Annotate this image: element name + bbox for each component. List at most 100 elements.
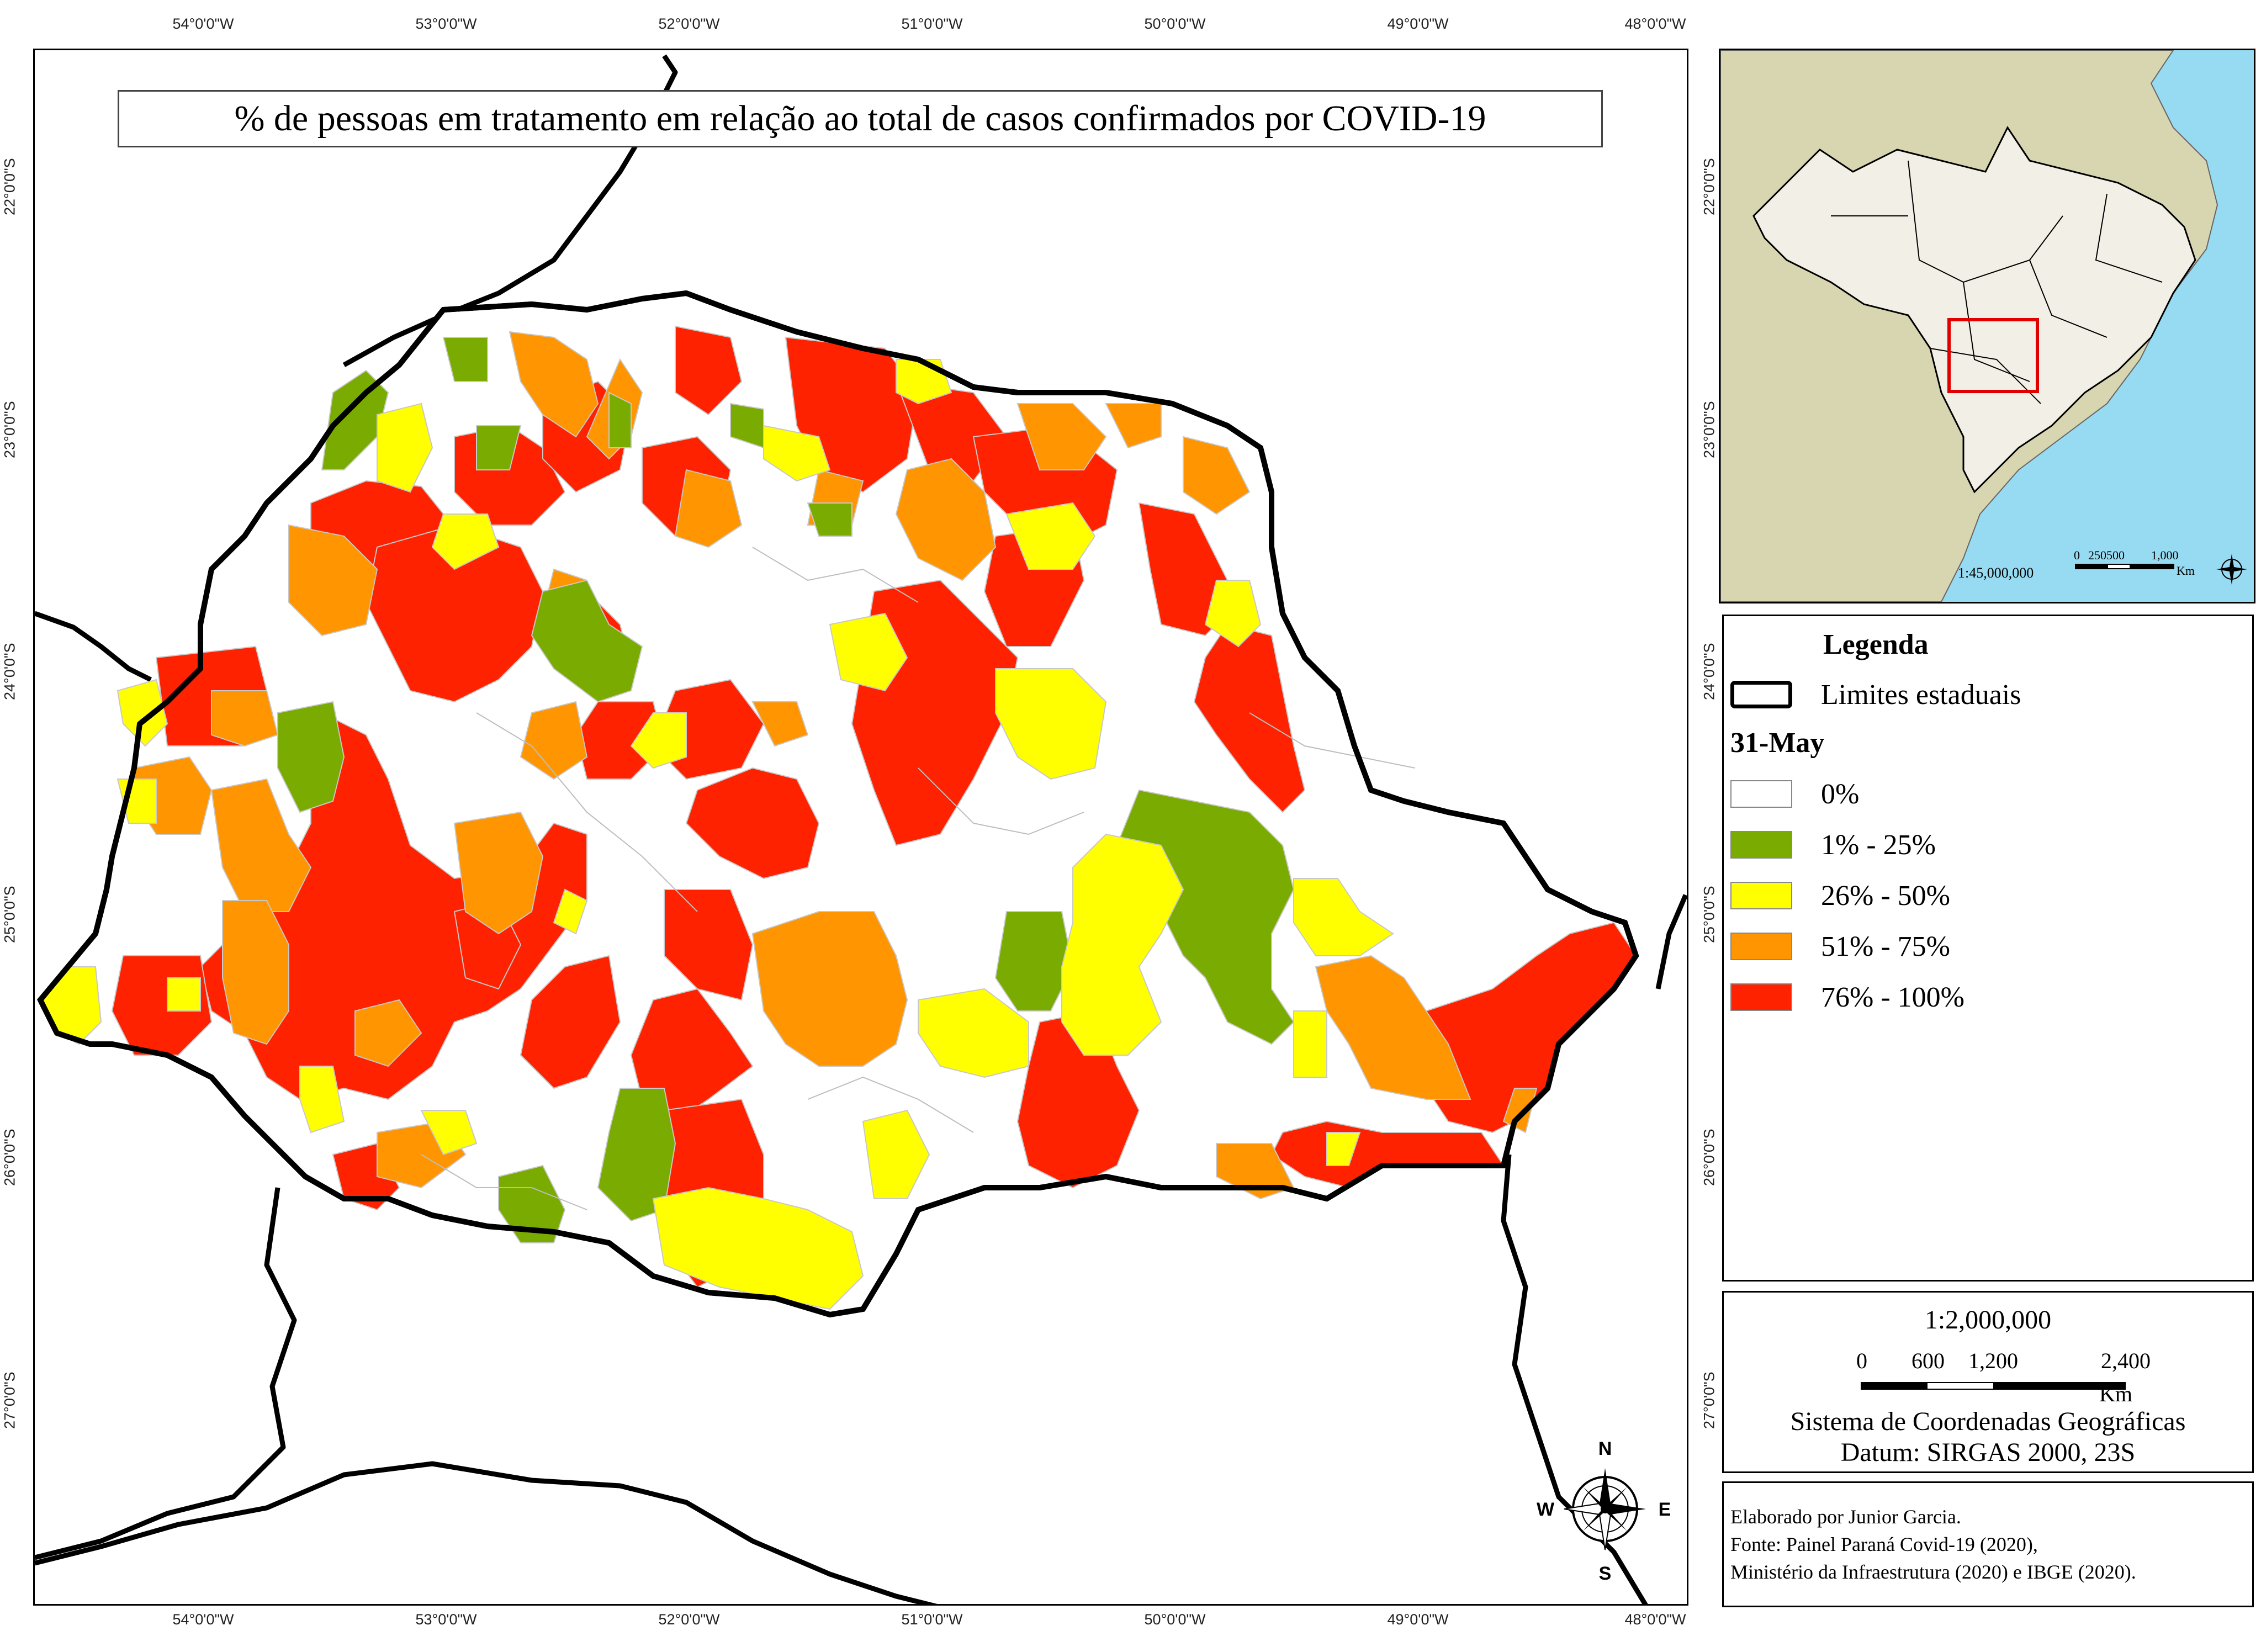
credit-source-2: Ministério da Infraestrutura (2020) e IB… (1730, 1561, 2136, 1583)
lat-label-right-27: 27°0'0"S (1701, 1372, 1718, 1429)
municipality-yellow (829, 612, 908, 692)
municipality-red (675, 325, 743, 416)
municipality-yellow (431, 513, 500, 570)
municipality-orange (751, 911, 908, 1067)
municipality-yellow (167, 977, 201, 1012)
lat-label-right-26: 26°0'0"S (1701, 1129, 1718, 1186)
lon-label-top-54: 54°0'0"W (172, 15, 234, 32)
lat-label-right-22: 22°0'0"S (1701, 158, 1718, 215)
south-border-line (35, 1461, 938, 1604)
scale-ratio: 1:2,000,000 (1924, 1305, 2052, 1335)
municipality-green (597, 1088, 676, 1222)
municipality-orange (1105, 403, 1162, 449)
legend-row-class-4: 76% - 100% (1730, 981, 1965, 1014)
lat-label-right-23: 23°0'0"S (1701, 401, 1718, 458)
northeast-border-line (1655, 894, 1687, 989)
municipal-boundary-lines (421, 547, 1416, 1210)
lat-label-left-27: 27°0'0"S (1, 1372, 18, 1429)
lon-label-top-51: 51°0'0"W (901, 15, 963, 32)
municipality-yellow (420, 1110, 478, 1156)
municipality-orange (895, 458, 997, 581)
municipality-red (365, 524, 544, 703)
lon-label-top-50: 50°0'0"W (1144, 15, 1206, 32)
compass-center (1601, 1505, 1609, 1513)
municipality-orange (210, 778, 312, 912)
compass-n-label: N (1598, 1438, 1612, 1459)
map-title: % de pessoas em tratamento em relação ao… (118, 90, 1603, 147)
scale-tick-2400: 2,400 (2101, 1348, 2151, 1373)
legend-row-state-border: Limites estaduais (1730, 678, 2021, 711)
legend-row-class-1: 1% - 25% (1730, 828, 1936, 861)
lon-label-bottom-52: 52°0'0"W (658, 1611, 720, 1628)
lon-label-top-48: 48°0'0"W (1624, 15, 1686, 32)
legend-title: Legenda (1823, 629, 1929, 660)
inset-state-lines (1831, 160, 2163, 404)
inset-highlight-box (1947, 318, 2039, 393)
inset-scale-ratio: 1:45,000,000 (1958, 565, 2034, 581)
scale-tick-1200: 1,200 (1968, 1348, 2018, 1373)
lat-label-left-24: 24°0'0"S (1, 643, 18, 700)
lon-label-bottom-51: 51°0'0"W (901, 1611, 963, 1628)
legend-label-state-border: Limites estaduais (1821, 679, 2021, 711)
municipality-green (498, 1164, 566, 1243)
inset-brazil (1752, 126, 2196, 494)
scale-unit: Km (2099, 1381, 2132, 1406)
lat-label-left-25: 25°0'0"S (1, 886, 18, 943)
compass-e-label: E (1659, 1499, 1671, 1520)
municipality-yellow (763, 425, 831, 482)
inset-scale-unit: Km (2177, 564, 2195, 578)
credit-source-1: Fonte: Painel Paraná Covid-19 (2020), (1730, 1533, 2038, 1555)
legend-swatch-class-1 (1730, 831, 1792, 859)
lon-label-bottom-50: 50°0'0"W (1144, 1611, 1206, 1628)
municipality-orange (222, 900, 289, 1045)
inset-scale-bar (2075, 564, 2174, 569)
municipality-yellow (1204, 580, 1262, 648)
municipality-green (807, 502, 852, 537)
municipality-yellow (553, 888, 588, 935)
municipality-orange (354, 999, 422, 1067)
compass-ne-point (1605, 1487, 1627, 1509)
scale-tick-600: 600 (1911, 1348, 1945, 1373)
lat-label-left-22: 22°0'0"S (1, 158, 18, 215)
compass-north-point (1600, 1468, 1611, 1509)
inset-location-map[interactable]: 1:45,000,000 0 250500 1,000 Km (1719, 49, 2255, 603)
lon-label-top-52: 52°0'0"W (658, 15, 720, 32)
municipality-yellow (918, 988, 1029, 1078)
municipality-orange (751, 701, 809, 747)
municipality-green (476, 425, 522, 470)
west-border-line (35, 611, 152, 682)
municipality-yellow (652, 1187, 864, 1310)
east-coast-line (1501, 1154, 1648, 1604)
legend-row-class-2: 26% - 50% (1730, 879, 1950, 912)
compass-sw-point (1583, 1509, 1605, 1531)
compass-s-label: S (1599, 1563, 1612, 1584)
municipality-yellow (995, 668, 1107, 780)
municipality-orange (520, 701, 588, 780)
inset-scale-tick-0: 0 (2074, 548, 2080, 562)
lat-label-left-26: 26°0'0"S (1, 1129, 18, 1186)
municipality-yellow (630, 712, 687, 769)
legend-swatch-state-border (1730, 681, 1792, 708)
municipality-green (994, 911, 1074, 1012)
lon-label-top-53: 53°0'0"W (415, 15, 477, 32)
municipality-polygons[interactable] (39, 325, 1637, 1310)
lon-label-top-49: 49°0'0"W (1387, 15, 1449, 32)
municipality-red (685, 767, 820, 880)
lat-label-right-25: 25°0'0"S (1701, 886, 1718, 943)
lon-label-bottom-54: 54°0'0"W (172, 1611, 234, 1628)
legend-label-class-0: 0% (1821, 778, 1860, 810)
municipality-orange (1016, 403, 1107, 470)
credits-panel: Elaborado por Junior Garcia. Fonte: Pain… (1722, 1481, 2254, 1607)
inset-scale-tick-1: 250500 (2088, 548, 2125, 562)
main-map-panel[interactable]: N S E W % de pessoas em tratamento em re… (33, 49, 1688, 1606)
legend-panel: Legenda Limites estaduais 31-May 0% 1% -… (1722, 615, 2254, 1282)
coordinate-system-label: Sistema de Coordenadas Geográficas (1790, 1407, 2186, 1436)
compass-w-label: W (1537, 1499, 1555, 1520)
municipality-orange (288, 524, 378, 637)
legend-swatch-class-0 (1730, 780, 1792, 808)
municipality-orange (211, 690, 279, 747)
parana-choropleth[interactable]: N S E W (35, 50, 1688, 1606)
scale-tick-0: 0 (1856, 1348, 1867, 1373)
municipality-green (442, 337, 488, 382)
legend-swatch-class-2 (1730, 882, 1792, 909)
